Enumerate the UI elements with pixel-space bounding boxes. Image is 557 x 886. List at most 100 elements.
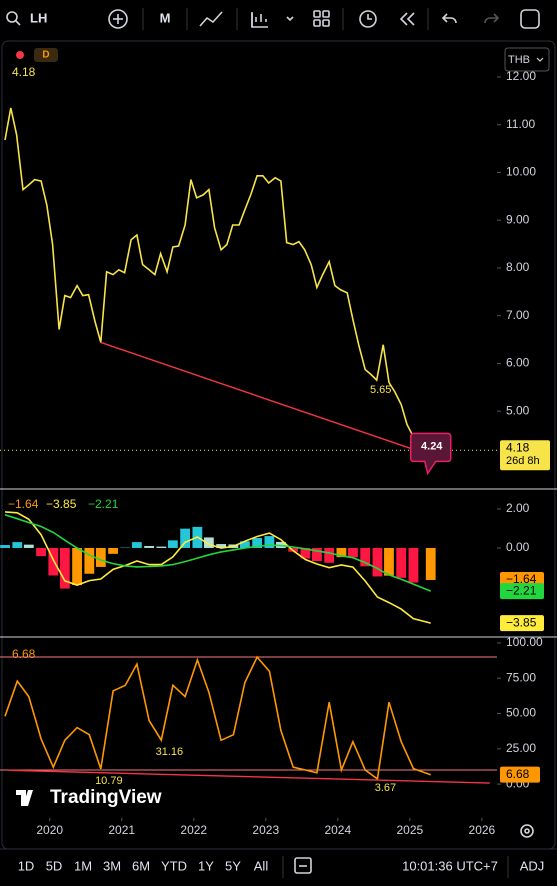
histogram-bar	[264, 536, 275, 548]
y-tick-label: 7.00	[506, 308, 530, 322]
currency[interactable]: THB	[508, 54, 530, 66]
range-button[interactable]: 5D	[46, 858, 63, 873]
layouts[interactable]	[313, 10, 330, 27]
interval[interactable]: M	[160, 10, 171, 25]
histogram-bar	[167, 540, 178, 548]
histogram-bar	[360, 547, 371, 567]
currency-button[interactable]	[504, 47, 550, 72]
series-line	[4, 655, 431, 781]
histogram-bar	[23, 544, 34, 548]
histogram-bar	[324, 547, 335, 563]
chart-type[interactable]	[199, 11, 223, 27]
histogram-bar	[95, 547, 106, 567]
currency-chevron[interactable]	[536, 57, 544, 62]
histogram-bar	[36, 547, 46, 557]
axis-value: −3.85	[506, 615, 537, 629]
axis-value: −1.64	[506, 572, 537, 586]
pane	[4, 107, 431, 456]
pane	[0, 655, 497, 784]
x-tick-label: 2021	[108, 823, 135, 837]
date-range[interactable]	[294, 857, 312, 874]
add-symbol[interactable]	[108, 9, 128, 29]
point-label: 3.67	[375, 782, 396, 794]
point-label: 5.65	[370, 384, 391, 396]
histogram-bar	[131, 542, 142, 548]
symbol[interactable]: LH	[30, 10, 47, 25]
undo[interactable]	[441, 13, 457, 24]
axis-value: −2.21	[506, 583, 537, 597]
last-price: 4.18	[506, 440, 530, 454]
range-button[interactable]: 1D	[18, 858, 35, 873]
range-button[interactable]: 1M	[74, 858, 92, 873]
search-button[interactable]	[6, 11, 21, 26]
histogram-bar	[72, 547, 82, 586]
y-tick-label: 0.00	[506, 540, 530, 554]
histogram-bar	[372, 547, 383, 577]
series-line	[4, 511, 431, 624]
range-button[interactable]: YTD	[161, 858, 187, 873]
toolbar: LH M	[6, 8, 540, 30]
fullscreen[interactable]	[520, 9, 540, 29]
legend-value: −1.64	[8, 497, 39, 511]
axis-value: 6.68	[506, 767, 530, 781]
trend-line	[9, 769, 490, 784]
histogram-bar	[396, 547, 407, 578]
indicators[interactable]	[251, 12, 294, 28]
legend-dot	[16, 51, 24, 59]
histogram-bar	[336, 547, 347, 558]
series-line	[4, 107, 431, 452]
histogram-bar	[312, 547, 322, 562]
point-label: 10.79	[95, 775, 123, 787]
histogram-bar	[48, 547, 59, 576]
badge: D	[42, 50, 49, 61]
y-tick-label: 11.00	[506, 117, 535, 131]
price-legend: 4.18	[12, 65, 36, 79]
series-line	[4, 514, 432, 592]
watermark-text: TradingView	[50, 787, 162, 808]
histogram-bar	[108, 547, 118, 554]
y-tick-label: 10.00	[506, 165, 536, 179]
histogram-bar	[408, 547, 419, 583]
x-tick-label: 2022	[180, 823, 207, 837]
histogram-bar	[180, 528, 191, 548]
y-tick-label: 8.00	[506, 260, 530, 274]
axis-value-box	[500, 766, 540, 783]
histogram-bar	[12, 542, 23, 548]
callout-text: 4.24	[421, 440, 443, 452]
x-tick-label: 2024	[324, 823, 351, 837]
y-tick-label: 25.00	[506, 741, 536, 755]
y-tick-label: 6.00	[506, 356, 530, 370]
badge-bg	[34, 48, 58, 62]
y-tick-label: 75.00	[506, 670, 536, 684]
y-tick-label: 50.00	[506, 706, 536, 720]
replay[interactable]	[399, 12, 415, 26]
histogram-bar	[300, 547, 311, 559]
axis-value-box	[500, 583, 544, 600]
range-button[interactable]: 1Y	[198, 858, 214, 873]
histogram-bar	[144, 546, 154, 548]
y-tick-label: 5.00	[506, 403, 530, 417]
y-tick-label: 9.00	[506, 212, 530, 226]
x-tick-label: 2026	[469, 823, 496, 837]
histogram-bar	[59, 547, 70, 589]
range-button[interactable]: 3M	[103, 858, 121, 873]
histogram-bar	[84, 547, 95, 574]
range-button[interactable]: 5Y	[225, 858, 241, 873]
watermark: TradingView	[16, 787, 162, 808]
x-tick-label: 2025	[396, 823, 423, 837]
adjust[interactable]: ADJ	[520, 858, 545, 873]
y-tick-label: 12.00	[506, 69, 536, 83]
histogram-bar	[0, 545, 10, 548]
settings[interactable]	[520, 824, 534, 838]
histogram-bar	[203, 537, 214, 548]
legend-value: −3.85	[46, 497, 77, 511]
range-button[interactable]: 6M	[132, 858, 150, 873]
y-tick-label: 100.00	[506, 635, 543, 649]
axis-value-box	[500, 615, 544, 632]
alert[interactable]	[359, 10, 377, 28]
redo[interactable]	[484, 13, 500, 24]
countdown: 26d 8h	[506, 455, 540, 467]
histogram-bar	[348, 547, 358, 558]
range-button[interactable]: All	[254, 858, 269, 873]
histogram-bar	[252, 538, 263, 548]
